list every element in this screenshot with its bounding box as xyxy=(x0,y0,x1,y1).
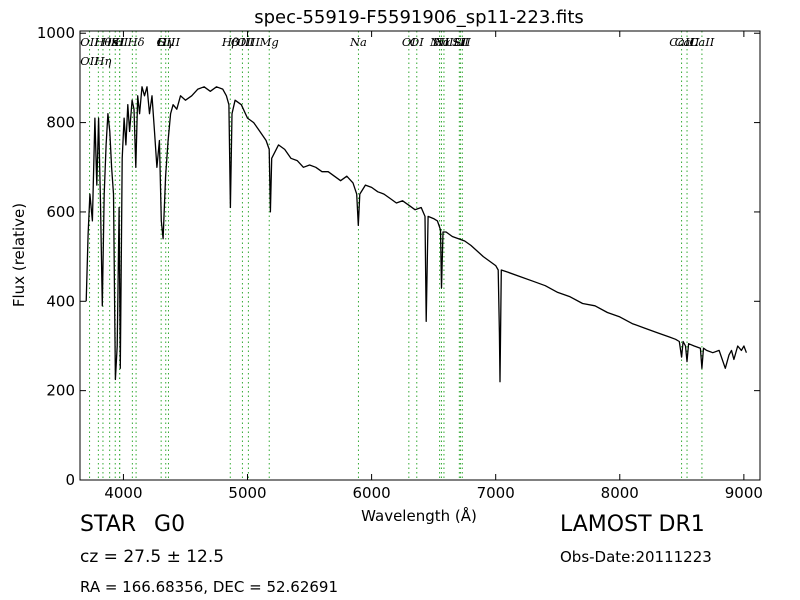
plot-frame xyxy=(79,30,761,481)
line-marker-label: Mg xyxy=(259,35,279,49)
x-tick-label: 5000 xyxy=(228,484,266,502)
line-marker-label: Li xyxy=(453,35,466,49)
line-marker-label: OIII xyxy=(157,35,181,49)
x-axis-label: Wavelength (Å) xyxy=(361,506,477,525)
spectrum-line xyxy=(85,86,748,383)
line-marker-label: Hα xyxy=(432,35,451,49)
y-tick-label: 200 xyxy=(46,382,75,400)
x-tick-label: 6000 xyxy=(353,484,391,502)
line-marker-label: OII xyxy=(80,54,99,68)
line-marker-label: Na xyxy=(349,35,367,49)
line-marker-label: OIII xyxy=(231,35,255,49)
line-marker-label: K xyxy=(110,35,121,49)
line-marker-label: Hδ xyxy=(127,35,145,49)
x-tick-label: 8000 xyxy=(601,484,639,502)
line-marker-label: SII xyxy=(452,35,469,49)
x-tick-label: 4000 xyxy=(104,484,142,502)
y-tick-label: 400 xyxy=(46,292,75,310)
line-marker-label: SII xyxy=(111,35,128,49)
y-axis-label: Flux (relative) xyxy=(10,203,28,307)
line-marker-label: Hε xyxy=(101,35,118,49)
line-marker-label: OIII xyxy=(237,35,261,49)
line-marker-label: CaII xyxy=(690,35,715,49)
x-tick-label: 7000 xyxy=(477,484,515,502)
object-class-label: STAR xyxy=(80,512,137,537)
line-marker-label: CaII xyxy=(675,35,700,49)
y-tick-label: 0 xyxy=(65,471,75,489)
line-marker-label: Hγ xyxy=(156,35,174,49)
coordinates-readout: RA = 166.68356, DEC = 52.62691 xyxy=(80,578,339,596)
y-tick-label: 1000 xyxy=(37,24,75,42)
y-tick-label: 800 xyxy=(46,114,75,132)
y-tick-label: 600 xyxy=(46,203,75,221)
line-marker-label: OI xyxy=(410,35,424,49)
spectral-line-markers xyxy=(89,31,703,480)
line-marker-label: OI xyxy=(402,35,416,49)
line-marker-label: CaII xyxy=(669,35,694,49)
redshift-readout: cz = 27.5 ± 12.5 xyxy=(80,547,225,567)
observation-date: Obs-Date:20111223 xyxy=(560,548,712,566)
axis-ticks: 4000 5000 6000 7000 8000 9000 0 200 400 600 800 100… xyxy=(37,24,763,502)
chart-title: spec-55919-F5591906_sp11-223.fits xyxy=(254,7,584,28)
object-subclass-label: G0 xyxy=(154,512,186,537)
line-marker-label: H xyxy=(114,35,126,49)
line-marker-label: SII xyxy=(454,35,471,49)
survey-name: LAMOST DR1 xyxy=(560,512,705,537)
x-tick-label: 9000 xyxy=(725,484,763,502)
line-marker-label: OII xyxy=(80,35,99,49)
line-marker-label: Hβ xyxy=(221,35,239,49)
line-marker-label: NII xyxy=(429,35,450,49)
object-class: STAR G0 xyxy=(80,512,185,537)
line-marker-label: G xyxy=(157,35,166,49)
line-marker-label: NII xyxy=(433,35,454,49)
line-marker-label: Hθ xyxy=(93,35,111,49)
line-marker-label: Hη xyxy=(93,54,111,68)
